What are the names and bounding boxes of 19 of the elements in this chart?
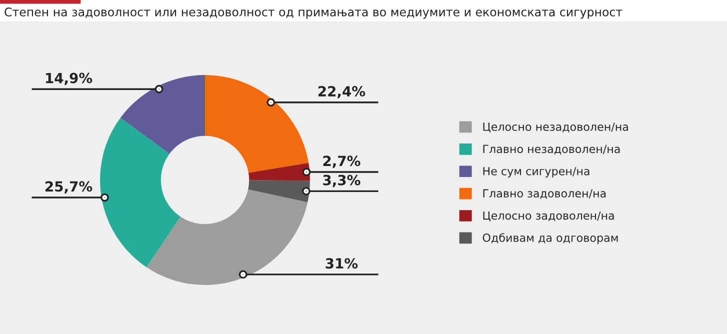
legend-label: Главно задоволен/на <box>483 189 606 199</box>
data-label: 3,3% <box>323 174 360 188</box>
legend-label: Целосно задоволен/на <box>483 211 614 222</box>
data-label: 25,7% <box>46 181 92 194</box>
chart-title: Степен на задоволност или незадоволност од примањата во медиумите и економската сигурност <box>4 7 622 19</box>
donut-slice <box>146 189 308 285</box>
data-label: 2,7% <box>323 156 360 168</box>
legend-label: Целосно незадоволен/на <box>483 122 628 133</box>
donut-slice <box>248 180 310 202</box>
donut-slice <box>100 118 180 268</box>
donut-slice <box>205 75 309 173</box>
data-label: 22,4% <box>318 86 366 98</box>
donut-slice <box>248 162 310 181</box>
legend-label: Главно незадоволен/на <box>483 144 620 155</box>
legend-label: Не сум сигурен/на <box>483 167 590 178</box>
legend-label: Одбивам да одговорам <box>482 233 618 244</box>
donut-slice <box>120 75 205 154</box>
data-label: 14,9% <box>46 72 92 86</box>
data-label: 31% <box>326 258 358 269</box>
